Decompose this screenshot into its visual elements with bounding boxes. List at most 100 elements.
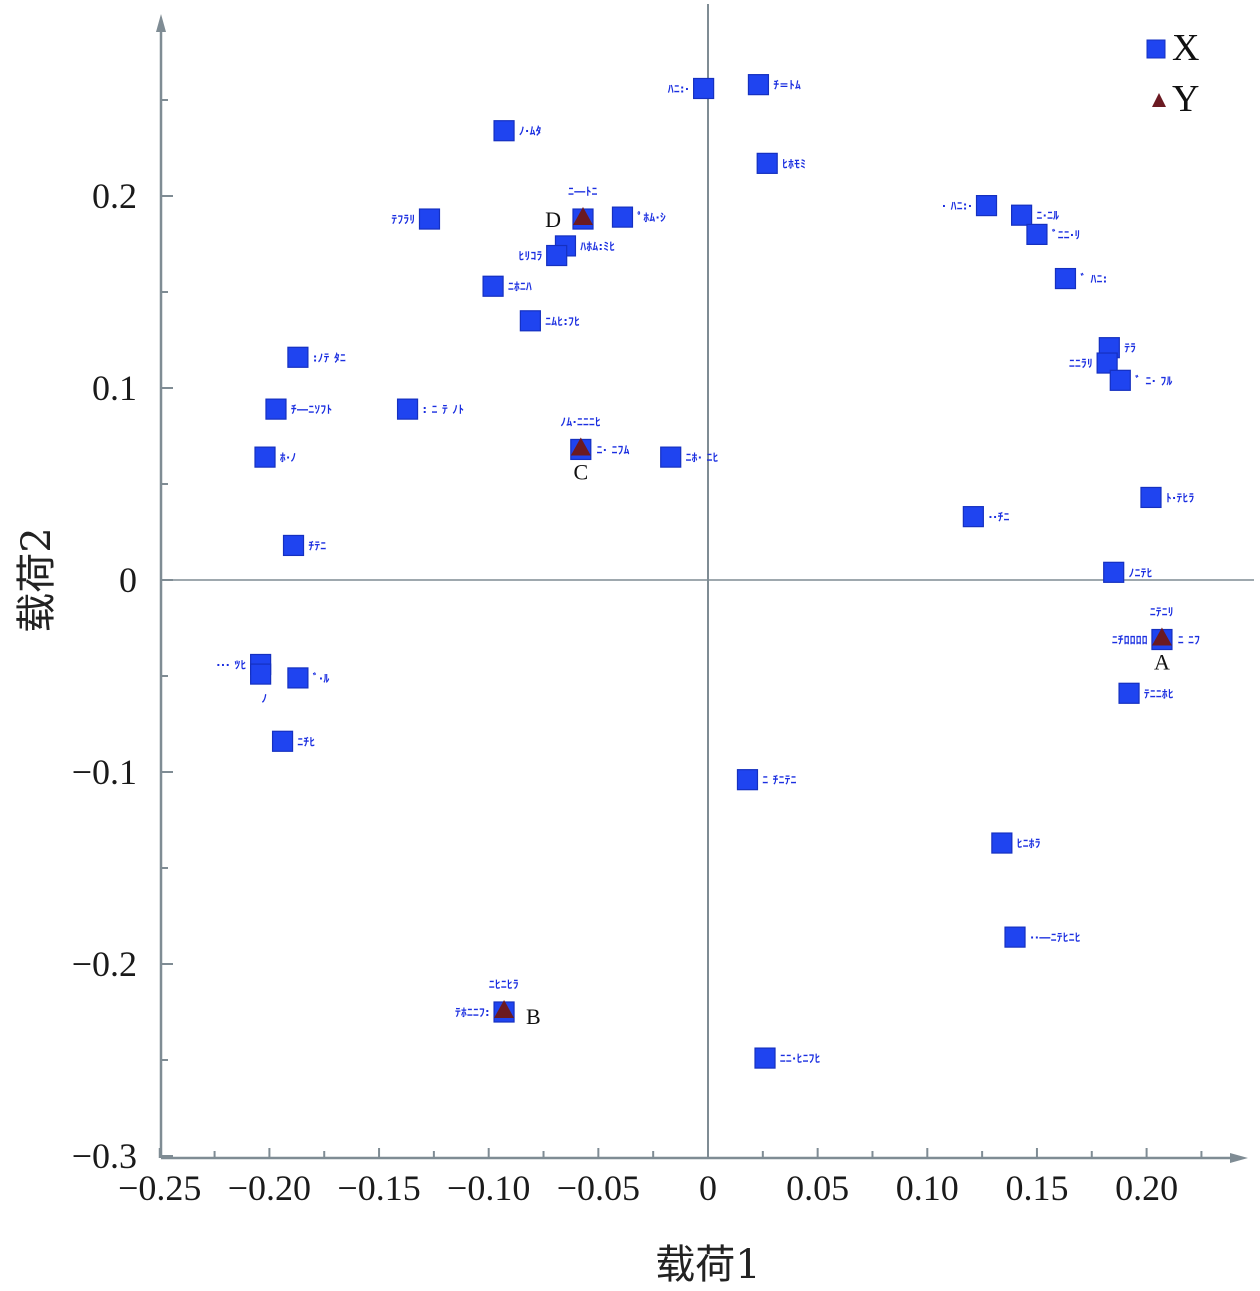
x-point-marker — [493, 120, 515, 142]
x-point-marker — [418, 208, 441, 230]
legend-marker-x — [1146, 39, 1166, 59]
x-point-marker — [1109, 369, 1131, 391]
x-point-label: · ﾊﾆ:· — [942, 200, 973, 213]
y-tick-label: −0.2 — [72, 944, 137, 984]
legend: X Y — [1146, 27, 1199, 120]
x-point-marker — [962, 506, 984, 528]
x-point-label: ··· ﾂﾋ — [216, 658, 246, 671]
x-point-label: ﾆﾆ·ﾋﾆﾌﾋ — [780, 1052, 821, 1065]
x-point-label: ﾃﾌﾗﾘ — [391, 213, 415, 226]
y-axis-title: 载荷2 — [14, 527, 60, 632]
x-point-marker — [1026, 223, 1048, 245]
x-point-marker — [1054, 267, 1077, 290]
y-point-right-label: ﾆ· ﾆﾌﾑ — [597, 443, 630, 456]
x-point-marker — [1096, 352, 1118, 374]
x-point-label: ﾉﾆﾃﾋ — [1129, 566, 1153, 579]
x-point-label: ﾟﾎﾑ·ｼ — [637, 210, 666, 224]
x-tick-label: 0.05 — [786, 1168, 849, 1208]
y-point-letter: D — [545, 207, 561, 232]
y-tick-label: 0.2 — [92, 176, 137, 216]
x-point-label: ﾋﾘｺﾗ — [519, 250, 543, 263]
x-point-label: ﾋﾆﾎﾗ — [1017, 837, 1041, 850]
y-point-top-label: ﾆﾋﾆﾋﾗ — [489, 978, 519, 991]
x-tick-label: 0.20 — [1115, 1168, 1178, 1208]
x-tick-label: −0.25 — [118, 1168, 201, 1208]
x-point-marker — [250, 663, 272, 685]
x-point-marker — [282, 534, 305, 557]
y-axis-arrow-icon — [156, 14, 166, 32]
x-point-label: ﾊﾎﾑ:ﾐﾋ — [579, 240, 615, 253]
x-point-marker — [1118, 682, 1140, 704]
x-point-label: ﾉ — [262, 692, 268, 705]
y-point-letter: C — [573, 459, 588, 484]
x-point-label: ﾃﾗ — [1124, 342, 1136, 355]
y-tick-label: 0 — [119, 560, 137, 600]
x-point-marker — [482, 275, 504, 297]
x-point-label: ﾆﾎﾆﾊ — [508, 280, 532, 293]
legend-marker-y — [1152, 93, 1166, 107]
x-point-marker — [611, 206, 634, 228]
x-point-label: ﾎ·ﾉ — [280, 451, 297, 464]
x-point-label: ﾁ=ﾄﾑ — [773, 79, 801, 92]
x-axis-title: 载荷1 — [655, 1242, 760, 1288]
x-point-label: ﾆﾆﾗﾘ — [1069, 357, 1093, 370]
x-point-marker — [660, 446, 682, 468]
x-point-marker — [1010, 204, 1033, 226]
x-point-marker — [287, 346, 309, 368]
x-tick-label: −0.20 — [228, 1168, 311, 1208]
x-point-marker — [1004, 926, 1026, 948]
legend-label-x: X — [1172, 27, 1199, 69]
x-point-marker — [991, 832, 1013, 854]
x-axis-arrow-icon — [1230, 1153, 1248, 1163]
x-point-label: ﾆ·ﾆﾙ — [1037, 209, 1060, 222]
x-point-label: ﾆﾁﾋ — [298, 735, 316, 748]
x-point-marker — [747, 74, 770, 96]
x-point-label: ﾋﾎﾓﾐ — [782, 157, 806, 170]
x-point-marker — [519, 310, 541, 332]
x-point-label: ﾊﾆ:· — [667, 82, 690, 95]
y-point-top-label: ﾆ―ﾄﾆ — [568, 185, 598, 198]
x-point-marker — [546, 244, 568, 267]
y-point-marker — [572, 207, 593, 226]
y-point-left-label: ﾃﾎﾆﾆﾌ: — [455, 1006, 490, 1019]
x-point-marker — [254, 446, 276, 468]
y-tick-label: −0.1 — [72, 752, 137, 792]
x-point-label: ﾆﾎ· ﾆﾋ — [686, 451, 719, 464]
x-point-label: ﾆﾑﾋ:ﾌﾋ — [545, 315, 580, 328]
x-point-label: ﾁﾃﾆ — [309, 539, 327, 552]
x-point-marker — [693, 77, 715, 100]
x-point-label: ﾞ ﾆ· ﾌﾙ — [1134, 373, 1172, 387]
y-point-top-label: ﾆﾃﾆﾘ — [1150, 606, 1174, 619]
data-marks: ﾊﾆ:· ﾁ=ﾄﾑ ﾉ·ﾑﾀ ﾋﾎﾓﾐ ﾃﾌﾗﾘ ﾟﾎﾑ·ｼ ﾊﾎﾑ:ﾐﾋ ﾋﾘｺﾗ ﾆﾎﾆﾊ ﾆ… — [216, 74, 1200, 1069]
x-point-marker — [1103, 561, 1125, 583]
y-tick-label: −0.3 — [72, 1136, 137, 1176]
x-point-marker — [265, 398, 287, 420]
x-point-label: : ﾆ ﾃ ﾉﾄ — [423, 403, 465, 416]
x-tick-label: −0.15 — [337, 1168, 420, 1208]
x-point-marker — [1140, 486, 1162, 509]
x-point-marker — [754, 1047, 776, 1069]
x-point-marker — [736, 769, 759, 791]
y-point-marker — [494, 1000, 515, 1018]
x-tick-label: −0.05 — [557, 1168, 640, 1208]
x-tick-label: 0.10 — [896, 1168, 959, 1208]
x-point-marker — [756, 152, 778, 174]
x-tick-label: −0.10 — [447, 1168, 530, 1208]
x-point-label: ﾄ·ﾃﾋﾗ — [1166, 491, 1195, 504]
y-point-left-label: ﾆﾁﾛﾛﾛﾛ — [1112, 634, 1148, 647]
x-point-label: ﾞ ﾊﾆ: — [1079, 272, 1107, 286]
y-point-marker — [1151, 627, 1172, 646]
x-point-label: :ﾉﾃ ﾀﾆ — [313, 351, 346, 364]
y-tick-label: 0.1 — [92, 368, 137, 408]
x-tick-label: 0 — [699, 1168, 717, 1208]
x-tick-label: 0.15 — [1005, 1168, 1068, 1208]
x-point-label: ﾁ―ﾆｿﾌﾄ — [291, 403, 333, 416]
x-point-marker — [287, 667, 309, 689]
y-point-marker — [570, 437, 591, 456]
x-point-label: ﾞﾆﾆ·ﾘ — [1051, 227, 1081, 241]
y-point-letter: B — [526, 1004, 541, 1029]
x-point-label: ﾆ ﾁﾆﾃﾆ — [762, 774, 796, 787]
x-point-label: ﾉ·ﾑﾀ — [519, 125, 542, 138]
x-point-label: ··ﾁﾆ — [988, 511, 1009, 524]
